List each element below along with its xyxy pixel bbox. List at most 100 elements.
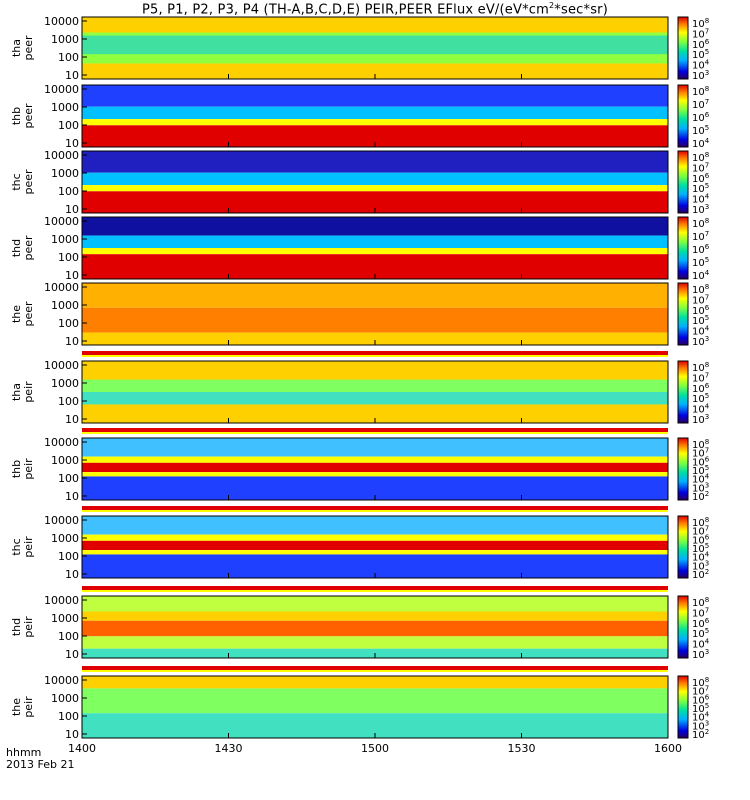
y-tick-label: 100 bbox=[58, 472, 79, 485]
colorbar-tick-label: 108 bbox=[692, 516, 709, 529]
colorbar-tick-label: 106 bbox=[692, 172, 710, 185]
colorbar-tick-label: 107 bbox=[692, 525, 709, 538]
colorbar-tick-label: 106 bbox=[692, 243, 710, 256]
colorbar-tick-label: 104 bbox=[692, 59, 710, 72]
colorbar bbox=[677, 16, 689, 80]
panel-species-label: peer bbox=[22, 35, 35, 61]
colorbar-tick-label: 107 bbox=[692, 447, 709, 460]
colorbar-tick-label: 105 bbox=[692, 314, 709, 327]
spectrogram-band bbox=[82, 688, 668, 714]
spectrogram-band bbox=[82, 85, 668, 107]
y-tick-label: 1000 bbox=[51, 454, 79, 467]
y-tick-label: 10 bbox=[65, 568, 79, 581]
colorbar-tick-label: 105 bbox=[692, 256, 709, 269]
spectrogram-band bbox=[82, 456, 668, 463]
y-tick-label: 10 bbox=[65, 728, 79, 741]
time-axis-label: hhmm bbox=[6, 746, 42, 759]
spectrogram-band bbox=[82, 185, 668, 192]
colorbar-tick-label: 107 bbox=[692, 230, 709, 243]
y-tick-label: 1000 bbox=[51, 377, 79, 390]
colorbar-tick-label: 106 bbox=[692, 38, 710, 51]
date-label: 2013 Feb 21 bbox=[6, 758, 75, 771]
spectrogram-band bbox=[82, 125, 668, 147]
colorbar bbox=[677, 595, 689, 659]
panel-species-label: peer bbox=[22, 103, 35, 129]
y-tick-label: 100 bbox=[58, 51, 79, 64]
y-tick-label: 100 bbox=[58, 630, 79, 643]
y-tick-label: 100 bbox=[58, 550, 79, 563]
colorbar-tick-label: 102 bbox=[692, 568, 709, 581]
colorbar-tick-label: 103 bbox=[692, 203, 709, 216]
colorbar bbox=[677, 282, 689, 346]
colorbar-tick-label: 107 bbox=[692, 685, 709, 698]
colorbar-tick-label: 103 bbox=[692, 481, 709, 494]
panel-probe-label: thd bbox=[10, 239, 23, 257]
colorbar-tick-label: 105 bbox=[692, 464, 709, 477]
spectrogram-band bbox=[82, 476, 668, 500]
colorbar-tick-label: 104 bbox=[692, 403, 710, 416]
panel-probe-label: the bbox=[10, 305, 23, 323]
colorbar-tick-label: 105 bbox=[692, 48, 709, 61]
spectrogram-band bbox=[82, 106, 668, 120]
status-bar-yellow bbox=[82, 510, 668, 512]
y-tick-label: 100 bbox=[58, 185, 79, 198]
colorbar-tick-label: 108 bbox=[692, 438, 709, 451]
panel-probe-label: thc bbox=[10, 173, 23, 190]
panel-species-label: peer bbox=[22, 169, 35, 195]
spectrogram-band bbox=[82, 438, 668, 457]
y-tick-label: 1000 bbox=[51, 101, 79, 114]
colorbar-tick-label: 105 bbox=[692, 124, 709, 137]
y-tick-label: 1000 bbox=[51, 612, 79, 625]
status-bar-red bbox=[82, 506, 668, 510]
x-tick-label: 1430 bbox=[215, 742, 243, 755]
y-tick-label: 100 bbox=[58, 395, 79, 408]
y-tick-label: 10 bbox=[65, 137, 79, 150]
spectrogram-band bbox=[82, 307, 668, 333]
colorbar-tick-label: 104 bbox=[692, 193, 710, 206]
spectrogram-band bbox=[82, 596, 668, 612]
panel-probe-label: tha bbox=[10, 39, 23, 57]
colorbar-tick-label: 108 bbox=[692, 85, 709, 98]
colorbar-tick-label: 106 bbox=[692, 111, 710, 124]
colorbar-tick-label: 103 bbox=[692, 719, 709, 732]
colorbar bbox=[677, 675, 689, 739]
spectrogram-band bbox=[82, 611, 668, 621]
status-bar-red bbox=[82, 586, 668, 590]
status-bar-yellow bbox=[82, 355, 668, 357]
colorbar-tick-label: 108 bbox=[692, 596, 709, 609]
spectrogram-band bbox=[82, 119, 668, 126]
x-tick-label: 1530 bbox=[508, 742, 536, 755]
y-tick-label: 100 bbox=[58, 251, 79, 264]
y-tick-label: 100 bbox=[58, 119, 79, 132]
panel-probe-label: thd bbox=[10, 618, 23, 636]
colorbar-tick-label: 107 bbox=[692, 371, 709, 384]
panel-species-label: peir bbox=[22, 381, 35, 403]
colorbar-tick-label: 108 bbox=[692, 283, 709, 296]
panel-probe-label: tha bbox=[10, 383, 23, 401]
y-tick-label: 1000 bbox=[51, 167, 79, 180]
spectrogram-band bbox=[82, 191, 668, 213]
spectrogram-band bbox=[82, 172, 668, 186]
y-tick-label: 10 bbox=[65, 413, 79, 426]
colorbar-tick-label: 103 bbox=[692, 69, 709, 82]
colorbar-tick-label: 103 bbox=[692, 559, 709, 572]
status-bar-yellow bbox=[82, 432, 668, 434]
colorbar-tick-label: 105 bbox=[692, 392, 709, 405]
colorbar-tick-label: 107 bbox=[692, 606, 709, 619]
colorbar-tick-label: 102 bbox=[692, 490, 709, 503]
panel-probe-label: thc bbox=[10, 538, 23, 555]
y-tick-label: 10000 bbox=[44, 281, 79, 294]
colorbar-tick-label: 108 bbox=[692, 217, 709, 230]
status-bar-red bbox=[82, 428, 668, 432]
colorbar bbox=[677, 360, 689, 424]
spectrogram-band bbox=[82, 676, 668, 689]
panel-probe-label: thb bbox=[10, 107, 23, 125]
spectrogram-band bbox=[82, 248, 668, 255]
y-tick-label: 1000 bbox=[51, 233, 79, 246]
colorbar-tick-label: 106 bbox=[692, 382, 710, 395]
panel-species-label: peer bbox=[22, 235, 35, 261]
spectrogram-band bbox=[82, 472, 668, 477]
colorbar bbox=[677, 84, 689, 148]
spectrogram-band bbox=[82, 462, 668, 473]
y-tick-label: 10000 bbox=[44, 359, 79, 372]
